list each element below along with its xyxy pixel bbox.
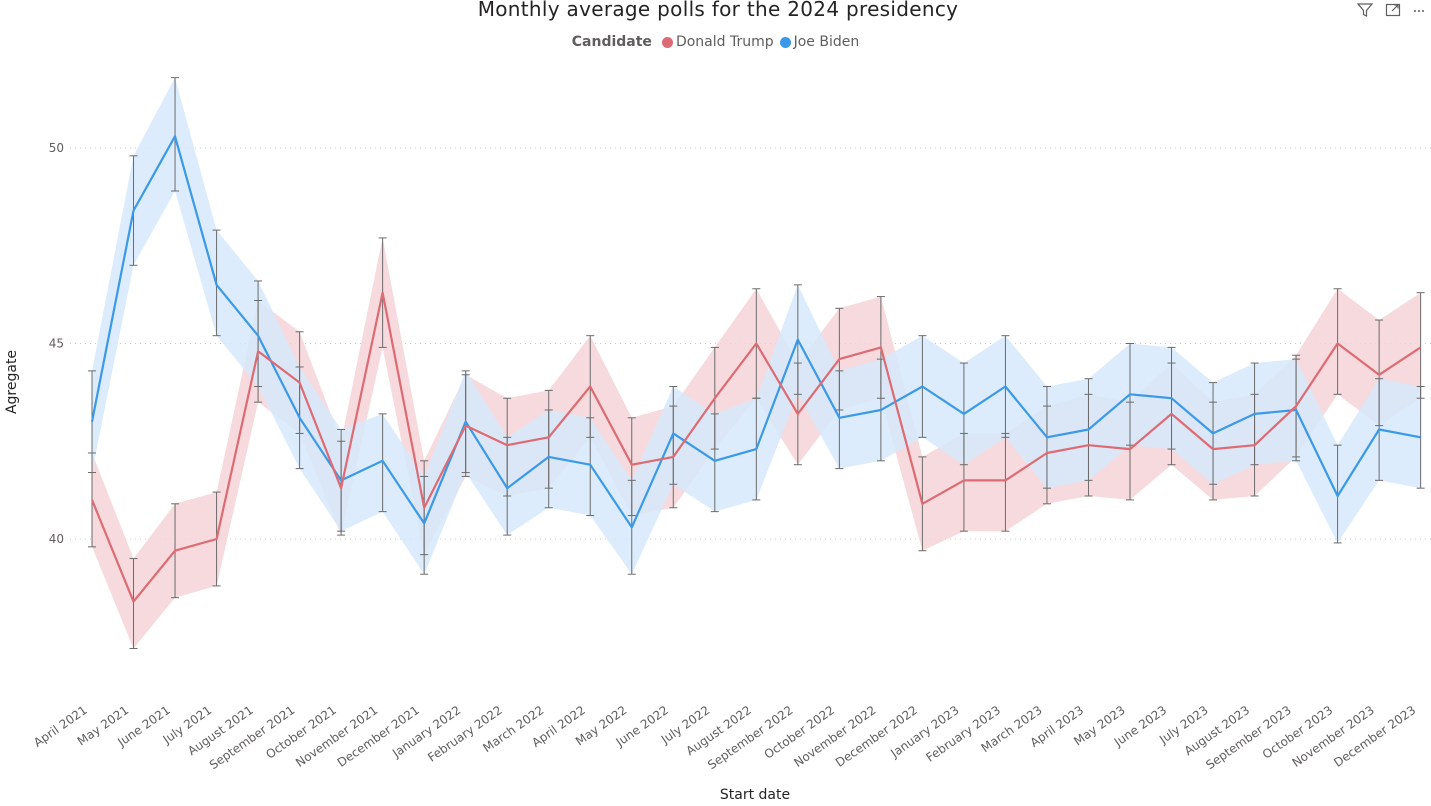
y-axis-title: Agregate [4,350,20,414]
error-bar [420,475,429,575]
y-tick-label: 40 [49,532,64,546]
legend-dot-biden [779,36,791,48]
error-bar [1416,386,1425,489]
more-options-icon[interactable] [1413,2,1425,22]
error-bar [171,77,180,192]
error-bar [835,370,844,470]
filter-icon[interactable] [1356,2,1374,22]
legend-title: Candidate [571,34,652,50]
legend: Candidate Donald Trump Joe Biden [0,34,1431,50]
visual-toolbar [1356,2,1425,22]
legend-item-biden[interactable]: Joe Biden [779,34,860,50]
legend-item-trump[interactable]: Donald Trump [661,34,774,50]
series-lines [90,135,1422,603]
error-bar [1333,288,1342,395]
focus-mode-icon[interactable] [1385,2,1401,22]
series-line [90,135,1421,529]
error-bar [129,558,138,649]
series-line [90,291,1422,603]
chart-title: Monthly average polls for the 2024 presi… [477,0,959,21]
y-tick-label: 45 [49,337,64,351]
legend-label-biden: Joe Biden [793,34,860,50]
error-bar [710,413,719,513]
legend-label-trump: Donald Trump [675,34,774,50]
x-axis-title: Start date [720,787,790,803]
error-bar [544,409,553,509]
y-tick-label: 50 [49,141,64,155]
y-axis-ticks: 40 45 50 [49,141,64,546]
error-bar [254,280,263,388]
legend-dot-trump [661,36,673,48]
